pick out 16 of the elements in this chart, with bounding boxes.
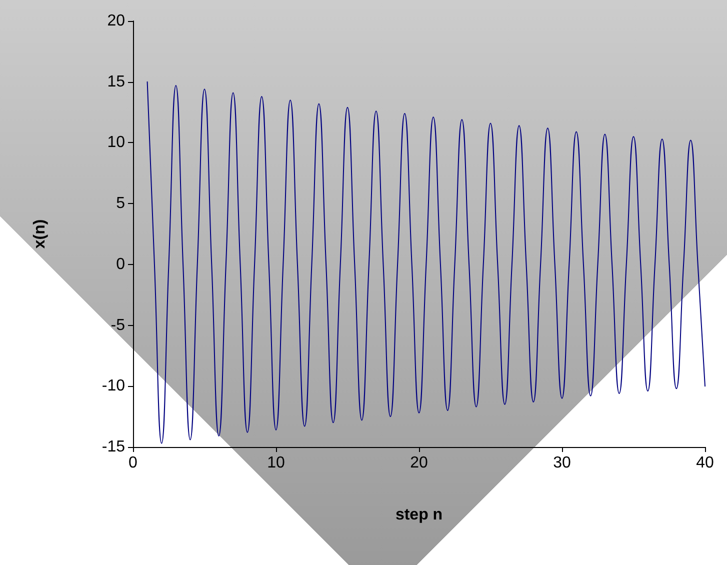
y-tick-label: 10 (107, 134, 126, 152)
y-tick-label: 20 (107, 12, 126, 30)
x-tick-label: 10 (267, 454, 285, 472)
line-series (146, 81, 706, 444)
y-tick-label: -5 (110, 316, 126, 334)
x-axis-title: step n (395, 506, 443, 524)
y-tick-label: -10 (102, 378, 126, 395)
x-tick-label: 40 (696, 454, 714, 472)
y-tick-label: 5 (116, 195, 126, 212)
x-tick-label: 0 (128, 454, 138, 472)
x-tick-label: 30 (553, 454, 571, 472)
y-tick-label: -15 (102, 438, 126, 456)
y-tick-label: 0 (116, 256, 126, 273)
y-axis-title: x(n) (32, 219, 48, 249)
x-tick-label: 20 (410, 454, 428, 472)
y-tick-label: 15 (107, 73, 126, 90)
